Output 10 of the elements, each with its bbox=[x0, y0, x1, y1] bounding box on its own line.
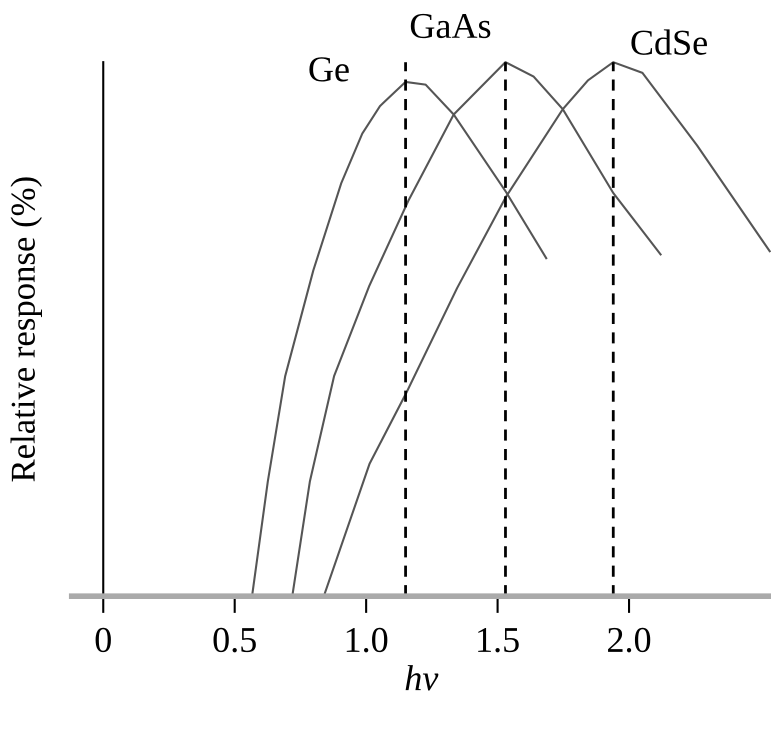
series-label: Ge bbox=[309, 57, 349, 82]
series-label: GaAs bbox=[410, 14, 490, 38]
x-axis-title: hν bbox=[406, 665, 438, 690]
x-tick-label: 1.0 bbox=[346, 628, 388, 652]
x-tick-label: 0.5 bbox=[214, 628, 256, 652]
x-tick-label: 0 bbox=[96, 628, 111, 652]
x-tick-label: 1.5 bbox=[478, 628, 519, 652]
y-axis-title: Relative response (%) bbox=[10, 177, 42, 482]
series-label: CdSe bbox=[631, 29, 707, 55]
x-tick-label: 2.0 bbox=[608, 628, 650, 652]
